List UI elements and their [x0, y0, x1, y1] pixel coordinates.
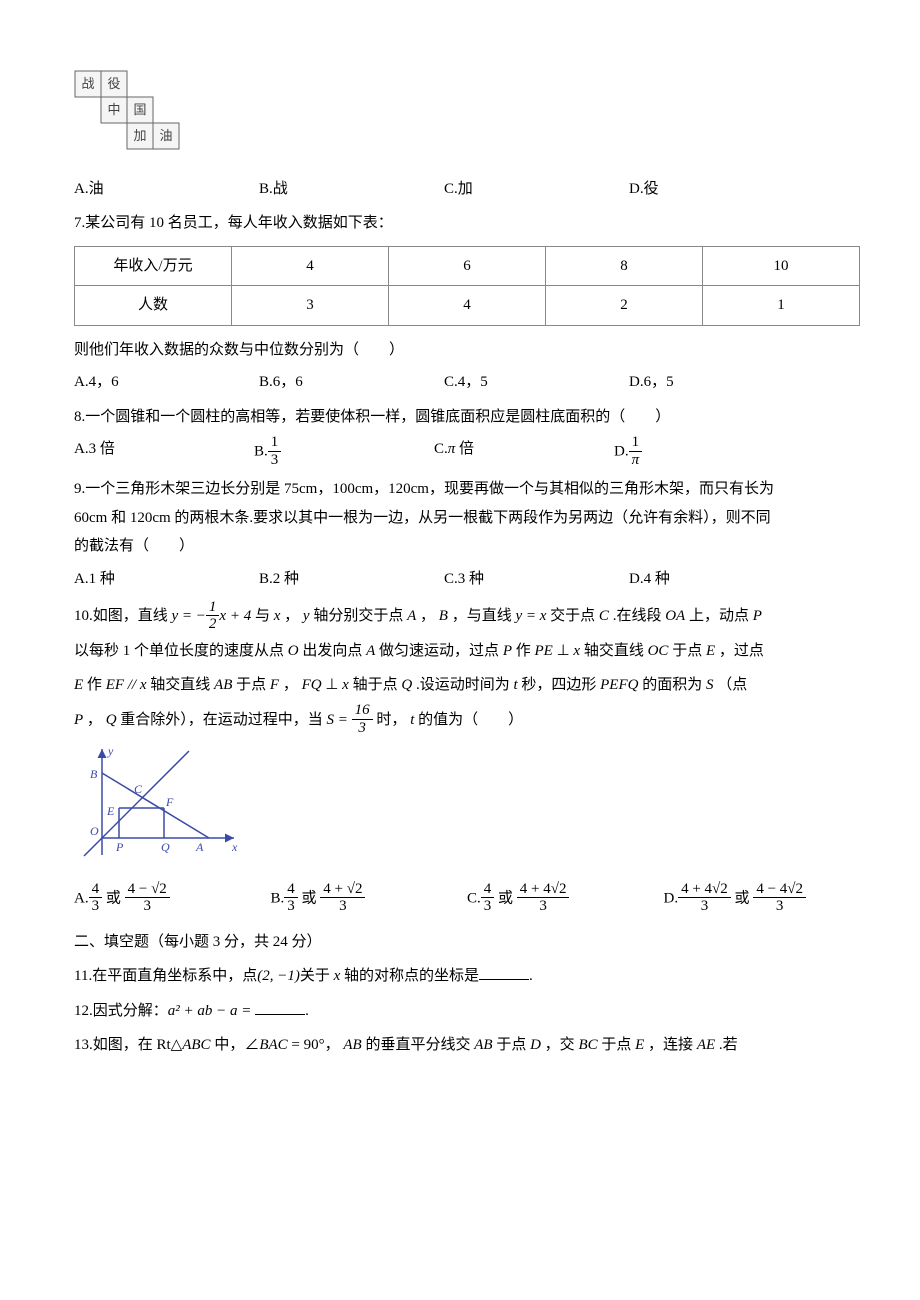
q9-options: A.1 种 B.2 种 C.3 种 D.4 种: [74, 563, 814, 596]
graph-label: A: [195, 840, 204, 854]
graph-label: x: [231, 840, 238, 854]
q10-eq1: y = −12x + 4: [172, 608, 252, 624]
q7-option-a: A.4，6: [74, 368, 259, 397]
q10-options: A.43 或 4 − √23 B.43 或 4 + √23 C.43 或 4 +…: [74, 880, 860, 918]
graph-label: O: [90, 824, 99, 838]
puzzle-grid: 战 役 中 国 加 油: [74, 70, 184, 154]
graph-label: B: [90, 767, 98, 781]
table-cell: 人数: [75, 286, 232, 326]
puzzle-cell: 国: [133, 102, 146, 117]
q6-option-b: B.战: [259, 175, 444, 204]
q6-option-d: D.役: [629, 175, 814, 204]
q10-option-c: C.43 或 4 + 4√23: [467, 882, 664, 916]
table-cell: 2: [546, 286, 703, 326]
q11: 11.在平面直角坐标系中，点(2, −1)关于 x 轴的对称点的坐标是.: [74, 958, 860, 993]
q10-t: 10.如图，直线: [74, 608, 172, 624]
table-cell: 4: [389, 286, 546, 326]
q8-option-b: B.13: [254, 435, 434, 469]
blank-field: [479, 965, 529, 980]
q8-option-a: A.3 倍: [74, 435, 254, 469]
q7-stem: 7.某公司有 10 名员工，每人年收入数据如下表：: [74, 205, 860, 240]
q10-option-a: A.43 或 4 − √23: [74, 882, 271, 916]
q7-option-c: C.4，5: [444, 368, 629, 397]
q7-option-d: D.6，5: [629, 368, 814, 397]
q12: 12.因式分解：a² + ab − a = .: [74, 993, 860, 1028]
q7-post: 则他们年收入数据的众数与中位数分别为（ ）: [74, 332, 860, 367]
q9-option-a: A.1 种: [74, 565, 259, 594]
q9-option-d: D.4 种: [629, 565, 814, 594]
q10-option-d: D.4 + 4√23 或 4 − 4√23: [664, 882, 861, 916]
q6-option-c: C.加: [444, 175, 629, 204]
q9: 9.一个三角形木架三边长分别是 75cm，100cm，120cm，现要再做一个与…: [74, 471, 860, 563]
q13: 13.如图，在 Rt△ABC 中，∠BAC = 90°， AB 的垂直平分线交 …: [74, 1027, 860, 1062]
puzzle-cell: 中: [107, 102, 120, 117]
graph-label: C: [134, 782, 143, 796]
q9-line3: 的截法有（ ）: [74, 532, 860, 561]
q10-option-b: B.43 或 4 + √23: [271, 882, 468, 916]
q8-option-d: D.1π: [614, 435, 794, 469]
blank-field: [255, 1000, 305, 1015]
q10: 10.如图，直线 y = −12x + 4 与 x ， y 轴分别交于点 A ，…: [74, 595, 860, 739]
puzzle-cell: 战: [81, 76, 94, 91]
graph-label: Q: [161, 840, 170, 854]
puzzle-cell: 油: [159, 128, 172, 143]
q8-option-c: C.π 倍: [434, 435, 614, 469]
q7-option-b: B.6，6: [259, 368, 444, 397]
graph-label: E: [106, 804, 115, 818]
q9-option-c: C.3 种: [444, 565, 629, 594]
table-cell: 4: [232, 246, 389, 286]
section-2-title: 二、填空题（每小题 3 分，共 24 分）: [74, 918, 860, 959]
q8-options: A.3 倍 B.13 C.π 倍 D.1π: [74, 433, 794, 471]
q8-stem: 8.一个圆锥和一个圆柱的高相等，若要使体积一样，圆锥底面积应是圆柱底面积的（ ）: [74, 399, 860, 434]
table-cell: 6: [389, 246, 546, 286]
table-cell: 1: [703, 286, 860, 326]
q6-options: A.油 B.战 C.加 D.役: [74, 173, 814, 206]
table-cell: 10: [703, 246, 860, 286]
graph-label: F: [165, 795, 174, 809]
q7-table: 年收入/万元 4 6 8 10 人数 3 4 2 1: [74, 246, 860, 326]
table-cell: 3: [232, 286, 389, 326]
q10-eqS: S = 163: [327, 712, 373, 728]
q7-options: A.4，6 B.6，6 C.4，5 D.6，5: [74, 366, 814, 399]
table-cell: 年收入/万元: [75, 246, 232, 286]
table-cell: 8: [546, 246, 703, 286]
q9-line1: 9.一个三角形木架三边长分别是 75cm，100cm，120cm，现要再做一个与…: [74, 475, 860, 504]
q9-line2: 60cm 和 120cm 的两根木条.要求以其中一根为一边，从另一根截下两段作为…: [74, 504, 860, 533]
graph-label: y: [107, 744, 114, 758]
puzzle-cell: 役: [107, 76, 120, 91]
q9-option-b: B.2 种: [259, 565, 444, 594]
puzzle-cell: 加: [133, 128, 146, 143]
q10-graph: y x O B C E F P Q A: [74, 743, 860, 874]
q6-option-a: A.油: [74, 175, 259, 204]
graph-label: P: [115, 840, 124, 854]
